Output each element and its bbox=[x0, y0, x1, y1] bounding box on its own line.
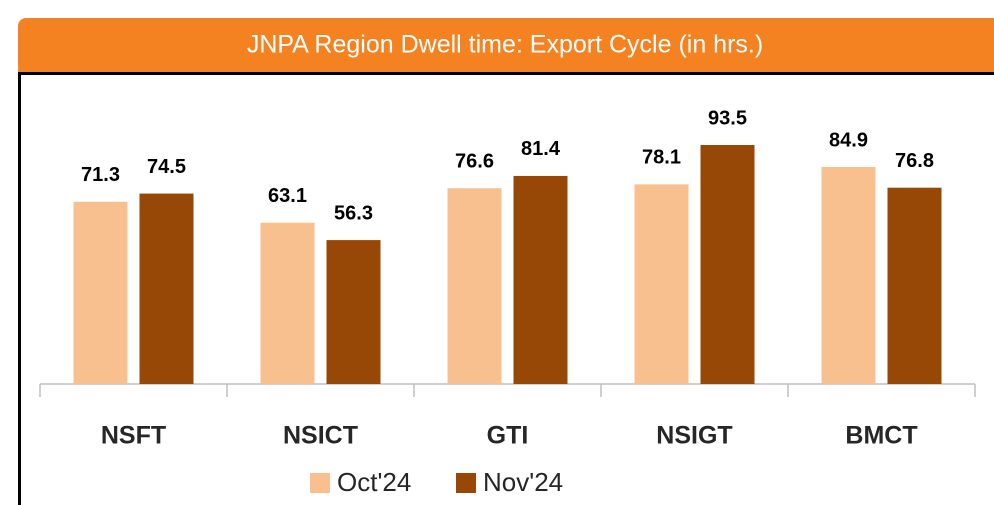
x-tick-label: NSFT bbox=[101, 422, 166, 450]
legend-label: Nov'24 bbox=[483, 467, 563, 497]
bar bbox=[513, 175, 568, 384]
legend-label: Oct'24 bbox=[337, 467, 411, 497]
bar bbox=[326, 240, 381, 384]
data-label: 76.6 bbox=[455, 150, 494, 172]
data-label: 71.3 bbox=[81, 164, 120, 186]
bar bbox=[73, 201, 128, 384]
x-tick-label: GTI bbox=[487, 422, 529, 450]
data-label: 78.1 bbox=[642, 147, 681, 169]
data-label: 93.5 bbox=[708, 107, 747, 129]
legend-swatch bbox=[456, 473, 476, 493]
data-label: 74.5 bbox=[147, 156, 186, 178]
chart-title: JNPA Region Dwell time: Export Cycle (in… bbox=[247, 31, 763, 59]
x-tick-label: BMCT bbox=[845, 422, 917, 450]
bar bbox=[700, 145, 755, 384]
data-label: 63.1 bbox=[268, 185, 307, 207]
data-label: 56.3 bbox=[334, 202, 373, 224]
bar bbox=[634, 184, 689, 384]
legend-swatch bbox=[310, 473, 330, 493]
data-label: 76.8 bbox=[895, 150, 934, 172]
bar bbox=[139, 193, 194, 384]
data-label: 81.4 bbox=[521, 138, 561, 160]
x-tick-label: NSIGT bbox=[656, 422, 732, 450]
x-tick-label: NSICT bbox=[283, 422, 358, 450]
header-bg bbox=[18, 18, 994, 72]
bar bbox=[887, 187, 942, 384]
bar bbox=[821, 166, 876, 384]
bar bbox=[447, 188, 502, 384]
bar bbox=[260, 222, 315, 384]
frame bbox=[18, 72, 994, 505]
data-label: 84.9 bbox=[829, 129, 868, 151]
